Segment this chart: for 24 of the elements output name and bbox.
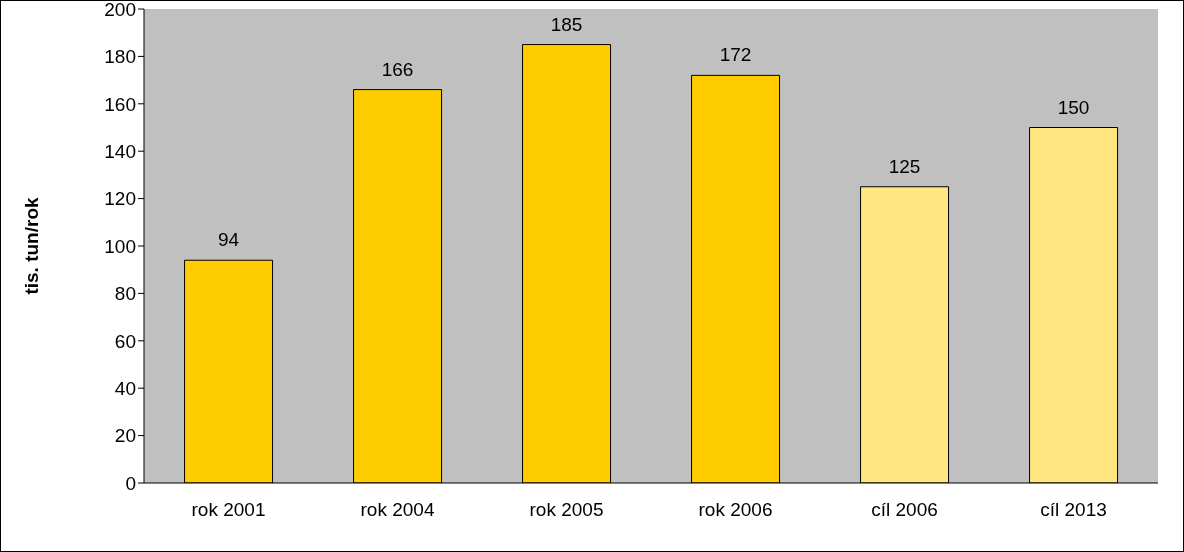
y-tick-label: 20: [114, 425, 136, 447]
x-tick-label: rok 2001: [191, 499, 266, 521]
y-tick-label: 0: [125, 472, 136, 494]
x-tick-label: rok 2004: [360, 499, 435, 521]
data-label: 125: [888, 155, 921, 177]
y-tick-label: 100: [104, 235, 136, 257]
y-tick-label: 180: [104, 46, 136, 68]
data-label: 172: [719, 44, 752, 66]
y-axis-title: tis. tun/rok: [20, 197, 42, 295]
x-tick-label: rok 2005: [529, 499, 604, 521]
data-label: 166: [381, 58, 414, 80]
y-tick-label: 200: [104, 0, 136, 20]
y-tick-label: 120: [104, 188, 136, 210]
y-tick-label: 60: [114, 330, 136, 352]
data-label: 94: [217, 229, 240, 251]
y-tick-label: 80: [114, 283, 136, 305]
y-tick-label: 160: [104, 93, 136, 115]
x-tick-label: cíl 2013: [1040, 499, 1107, 521]
y-tick-label: 40: [114, 377, 136, 399]
x-tick-label: rok 2006: [698, 499, 773, 521]
x-tick-label: cíl 2006: [871, 499, 938, 521]
data-label: 185: [550, 13, 583, 35]
data-label: 150: [1057, 96, 1090, 118]
y-tick-label: 140: [104, 140, 136, 162]
